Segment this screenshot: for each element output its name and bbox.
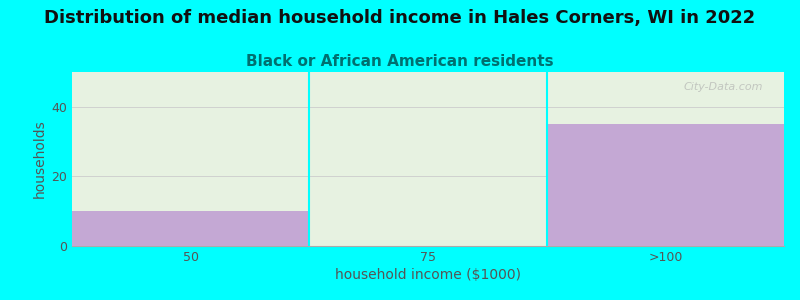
- Text: Black or African American residents: Black or African American residents: [246, 54, 554, 69]
- Bar: [72, 211, 310, 246]
- X-axis label: household income ($1000): household income ($1000): [335, 268, 521, 282]
- Text: Distribution of median household income in Hales Corners, WI in 2022: Distribution of median household income …: [44, 9, 756, 27]
- Bar: [546, 124, 784, 246]
- Bar: [72, 211, 310, 246]
- Y-axis label: households: households: [33, 120, 47, 198]
- Bar: [546, 124, 784, 246]
- Text: City-Data.com: City-Data.com: [683, 82, 762, 92]
